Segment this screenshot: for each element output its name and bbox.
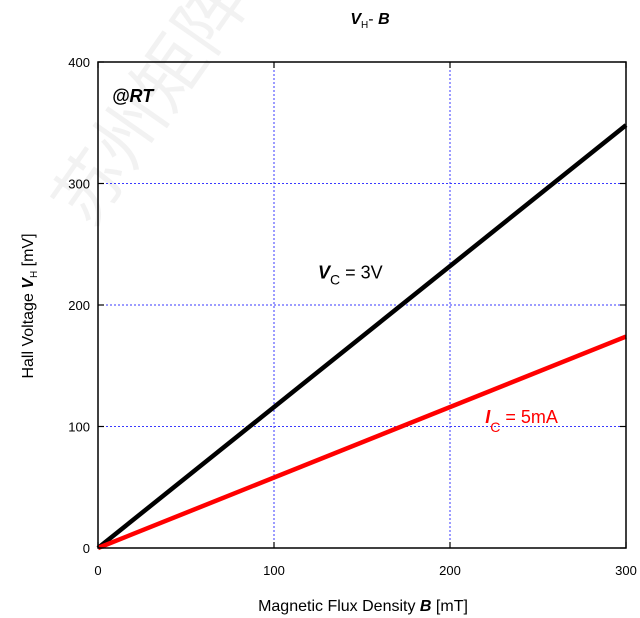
x-tick-label: 300 [615, 563, 637, 578]
y-tick-label: 200 [68, 298, 90, 313]
x-tick-label: 0 [94, 563, 101, 578]
series-line-0 [96, 123, 628, 550]
rt-annotation: @RT [112, 86, 155, 106]
grid [98, 62, 626, 548]
series-line-1 [97, 334, 627, 551]
y-tick-label: 400 [68, 55, 90, 70]
x-tick-label: 100 [263, 563, 285, 578]
y-tick-label: 300 [68, 177, 90, 192]
series-label-ic: IC = 5mA [485, 407, 558, 435]
chart-title: VH- B [350, 11, 389, 31]
x-axis-label: Magnetic Flux Density B [mT] [258, 598, 468, 615]
watermark: 苏州矩阵 [37, 0, 265, 240]
x-tick-label: 200 [439, 563, 461, 578]
y-tick-label: 0 [83, 541, 90, 556]
y-tick-label: 100 [68, 420, 90, 435]
series-group [96, 123, 628, 551]
series-label-vc: VC = 3V [318, 262, 383, 287]
tick-group: 0 100 200 300 0 100 200 300 400 [68, 55, 637, 578]
y-axis-label: Hall Voltage VH [mV] [20, 233, 40, 378]
